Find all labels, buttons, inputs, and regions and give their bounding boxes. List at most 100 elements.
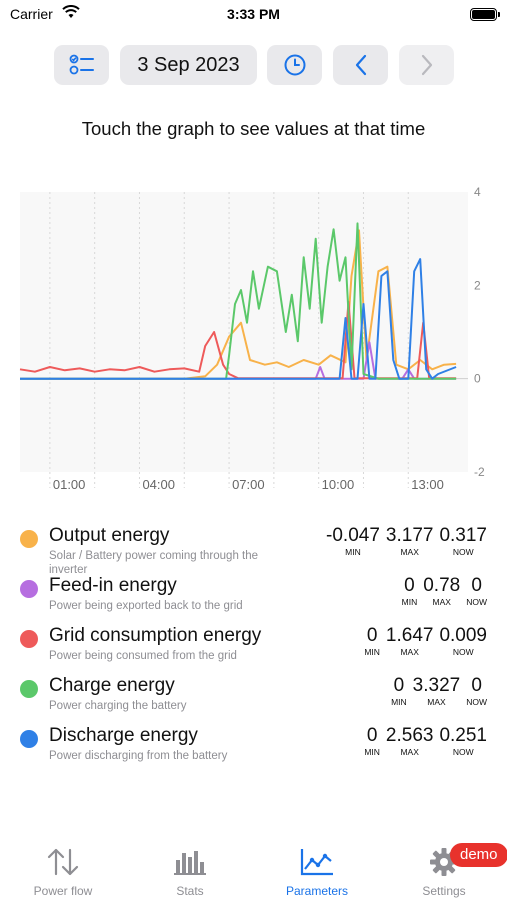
line-chart-icon: [294, 846, 340, 878]
min-value: 0 MIN: [402, 575, 418, 608]
now-label: NOW: [452, 647, 474, 657]
max-number: 1.647: [385, 625, 434, 646]
x-tick-label: 04:00: [142, 477, 175, 492]
now-value: 0.251 NOW: [439, 725, 487, 758]
now-label: NOW: [452, 747, 474, 757]
min-number: 0: [393, 675, 405, 696]
legend-series-description: Solar / Battery power coming through the…: [49, 550, 259, 576]
chevron-left-icon: [355, 54, 366, 76]
min-number: -0.047: [326, 525, 380, 546]
series-line-discharge-energy: [20, 258, 457, 380]
chart-hint-text: Touch the graph to see values at that ti…: [81, 118, 426, 139]
date-picker-button[interactable]: 3 Sep 2023: [120, 45, 257, 85]
checklist-icon: [69, 54, 94, 75]
y-tick-label: -2: [474, 465, 485, 479]
max-value: 2.563 MAX: [386, 725, 434, 758]
legend-series-name: Charge energy: [49, 675, 175, 696]
legend-color-dot: [20, 580, 38, 598]
toolbar: 3 Sep 2023: [0, 45, 507, 85]
y-tick-label: 0: [474, 372, 481, 386]
now-number: 0.251: [439, 725, 487, 746]
legend-row: Charge energy Power charging the battery 0…: [0, 670, 507, 720]
now-number: 0.317: [439, 525, 487, 546]
bar-chart-icon: [167, 846, 213, 878]
legend-series-name: Discharge energy: [49, 725, 198, 746]
min-number: 0: [366, 725, 378, 746]
now-label: NOW: [466, 697, 487, 707]
tab-bar: Power flow Stats Parameters: [0, 838, 507, 900]
energy-chart[interactable]: 01:00 04:00 07:00 10:00 13:00 4 2 0 -2: [0, 170, 507, 500]
tab-stats[interactable]: Stats: [127, 838, 253, 900]
now-value: 0.317 NOW: [439, 525, 487, 558]
legend-row: Discharge energy Power discharging from t…: [0, 720, 507, 770]
now-number: 0.009: [439, 625, 487, 646]
gear-icon: [421, 846, 467, 878]
clock-icon: [284, 54, 305, 76]
legend-values: -0.047 MIN 3.177 MAX 0.317 NOW: [326, 525, 487, 558]
legend-color-dot: [20, 630, 38, 648]
min-value: 0 MIN: [364, 725, 380, 758]
max-label: MAX: [400, 547, 419, 557]
max-value: 3.327 MAX: [413, 675, 461, 708]
legend-series-description: Power charging the battery: [49, 700, 187, 712]
series-select-button[interactable]: [54, 45, 109, 85]
legend-values: 0 MIN 0.78 MAX 0 NOW: [402, 575, 487, 608]
min-label: MIN: [401, 597, 418, 607]
tab-label: Settings: [422, 884, 466, 898]
legend-series-description: Power being exported back to the grid: [49, 600, 243, 612]
status-time: 3:33 PM: [227, 6, 280, 22]
tab-label: Stats: [176, 884, 204, 898]
max-number: 2.563: [385, 725, 434, 746]
legend-color-dot: [20, 530, 38, 548]
legend-series-description: Power being consumed from the grid: [49, 650, 237, 662]
series-line-charge-energy: [20, 222, 457, 380]
legend-series-name: Feed-in energy: [49, 575, 177, 596]
max-label: MAX: [400, 747, 419, 757]
energy-chart-svg[interactable]: 01:00 04:00 07:00 10:00 13:00 4 2 0 -2: [0, 170, 507, 500]
tab-settings[interactable]: Settings: [381, 838, 507, 900]
tab-label: Power flow: [33, 884, 93, 898]
now-label: NOW: [466, 597, 487, 607]
max-number: 0.78: [423, 575, 461, 596]
tab-parameters[interactable]: Parameters: [254, 838, 380, 900]
x-tick-label: 10:00: [322, 477, 355, 492]
tab-power-flow[interactable]: Power flow: [0, 838, 126, 900]
next-day-button[interactable]: [399, 45, 454, 85]
y-tick-label: 2: [474, 278, 481, 292]
demo-badge: demo: [450, 843, 507, 867]
x-tick-label: 07:00: [232, 477, 265, 492]
max-label: MAX: [400, 647, 419, 657]
now-value: 0 NOW: [466, 575, 487, 608]
max-number: 3.327: [412, 675, 461, 696]
tab-label: Parameters: [285, 884, 349, 898]
legend-values: 0 MIN 3.327 MAX 0 NOW: [391, 675, 487, 708]
legend-values: 0 MIN 1.647 MAX 0.009 NOW: [364, 625, 487, 658]
x-tick-label: 01:00: [53, 477, 86, 492]
arrows-up-down-icon: [40, 846, 86, 878]
min-label: MIN: [364, 647, 380, 657]
max-value: 0.78 MAX: [423, 575, 460, 608]
min-value: 0 MIN: [364, 625, 380, 658]
wifi-icon: [62, 5, 80, 18]
now-number: 0: [471, 675, 482, 696]
legend-color-dot: [20, 730, 38, 748]
min-value: -0.047 MIN: [326, 525, 380, 558]
now-value: 0 NOW: [466, 675, 487, 708]
legend-series-name: Output energy: [49, 525, 170, 546]
y-tick-label: 4: [474, 185, 481, 199]
now-label: NOW: [452, 547, 474, 557]
now-value: 0.009 NOW: [439, 625, 487, 658]
max-number: 3.177: [385, 525, 434, 546]
time-button[interactable]: [267, 45, 322, 85]
legend-color-dot: [20, 680, 38, 698]
series-line-output-energy: [20, 229, 457, 380]
legend-series-name: Grid consumption energy: [49, 625, 262, 646]
max-label: MAX: [427, 697, 446, 707]
carrier-label: Carrier: [10, 6, 53, 22]
previous-day-button[interactable]: [333, 45, 388, 85]
max-label: MAX: [432, 597, 451, 607]
min-label: MIN: [345, 547, 361, 557]
battery-icon: [470, 8, 500, 21]
now-number: 0: [471, 575, 482, 596]
status-bar: Carrier 3:33 PM: [0, 0, 507, 30]
